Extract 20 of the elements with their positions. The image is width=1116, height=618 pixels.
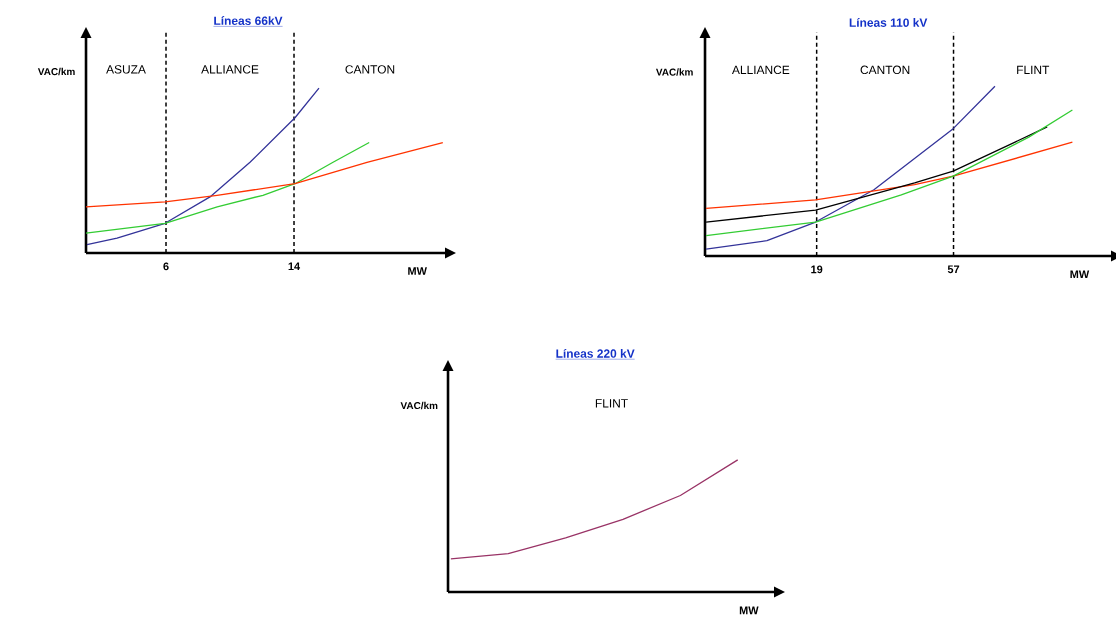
- x-tick-label: 6: [163, 262, 169, 271]
- x-axis-title: MW: [408, 267, 427, 275]
- x-axis-title: MW: [1070, 270, 1090, 278]
- text: FLINT: [1017, 65, 1050, 74]
- y-axis-title: VAC/km: [37, 67, 75, 76]
- text: ALLIANCE: [731, 65, 790, 75]
- y-axis-title: VAC/km: [655, 68, 693, 76]
- chart-title: Líneas 66kV: [214, 16, 283, 25]
- x-tick-label: 14: [288, 262, 301, 271]
- chart-title: Líneas 110 kV: [849, 18, 928, 27]
- y-axis-title: VAC/km: [400, 401, 438, 410]
- x-axis-title: MW: [739, 606, 759, 615]
- text: CANTON: [860, 65, 910, 75]
- text: ALLIANCE: [201, 65, 259, 74]
- text: ASUZA: [106, 65, 146, 74]
- text: CANTON: [345, 65, 395, 74]
- x-tick-label: 19: [811, 265, 823, 274]
- chart-title: Líneas 220 kV: [556, 348, 635, 358]
- text: FLINT: [595, 399, 628, 408]
- x-tick-label: 57: [947, 265, 960, 274]
